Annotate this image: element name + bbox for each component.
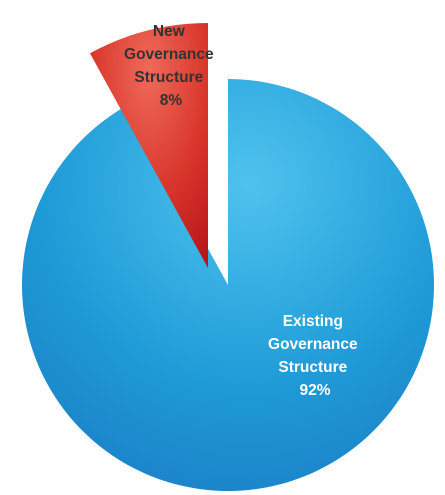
pie-slice-existing-governance (21, 79, 434, 492)
pie-slice-new-governance (89, 23, 208, 268)
label-existing-governance: Existing Governance Structure 92% (268, 313, 362, 399)
label-new-governance: New Governance Structure 8% (124, 23, 218, 109)
